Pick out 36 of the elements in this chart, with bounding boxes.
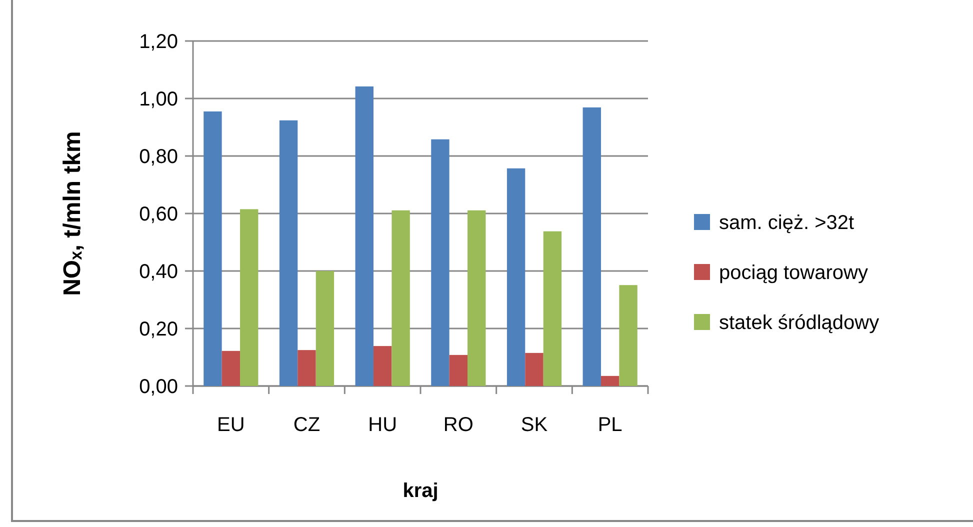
legend-label: sam. cięż. >32t (719, 212, 854, 234)
bar (525, 352, 544, 386)
y-tick-label: 1,00 (139, 88, 178, 110)
bar (316, 271, 334, 386)
bar (431, 139, 450, 386)
x-tick-label: HU (368, 414, 398, 436)
y-tick-label: 0,40 (139, 261, 178, 283)
bar (279, 120, 298, 386)
x-axis-title: kraj (402, 480, 438, 502)
x-tick-label: PL (598, 414, 622, 436)
y-tick-label: 1,20 (139, 31, 178, 53)
x-tick-label: SK (520, 414, 548, 436)
y-tick-label: 0,20 (139, 318, 178, 340)
legend-label: pociąg towarowy (719, 262, 868, 284)
x-tick-label: EU (217, 414, 245, 436)
x-tick-label: CZ (293, 414, 320, 436)
y-tick-label: 0,80 (139, 146, 178, 168)
bar (392, 210, 410, 386)
bar (298, 350, 316, 386)
bar (373, 346, 392, 386)
bar (582, 107, 601, 386)
bar (543, 231, 562, 386)
bar (600, 376, 620, 386)
legend-label: statek śródlądowy (719, 312, 880, 334)
bar (355, 86, 374, 386)
bar (619, 285, 638, 386)
bar (506, 168, 526, 386)
y-tick-label: 0,60 (139, 204, 178, 226)
bar (222, 350, 240, 386)
y-axis-title: NOₓ, t/mln tkm (59, 131, 86, 296)
bar (449, 354, 468, 386)
y-tick-label: 0,00 (139, 376, 178, 398)
x-tick-label: RO (443, 414, 474, 436)
bar (204, 111, 222, 386)
bar (240, 209, 258, 386)
bar (468, 210, 486, 386)
